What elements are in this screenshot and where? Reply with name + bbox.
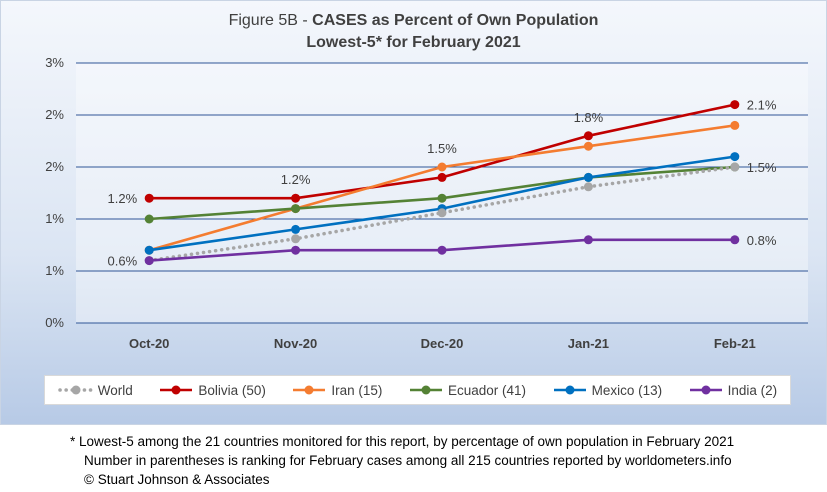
legend-label: Mexico (13) <box>591 382 663 398</box>
legend-item: India (2) <box>688 382 778 398</box>
data-point-iran <box>730 120 740 130</box>
y-tick-label: 2% <box>45 159 64 174</box>
legend-swatch-marker <box>71 385 81 395</box>
data-point-bolivia <box>437 172 447 182</box>
data-point-world <box>437 208 447 218</box>
chart-title: Figure 5B - CASES as Percent of Own Popu… <box>0 12 827 30</box>
legend-label: India (2) <box>727 382 778 398</box>
x-tick-label: Dec-20 <box>421 336 464 351</box>
data-point-bolivia <box>583 131 593 141</box>
data-label: 1.5% <box>427 141 457 156</box>
chart-title-prefix: Figure 5B - <box>228 12 313 29</box>
legend-swatch <box>409 385 442 395</box>
data-point-bolivia <box>144 193 154 203</box>
data-label: 2.1% <box>747 98 777 113</box>
footnote-line-2: Number in parentheses is ranking for Feb… <box>84 453 732 468</box>
x-tick-label: Nov-20 <box>274 336 317 351</box>
legend-item: World <box>58 383 133 398</box>
data-point-mexico <box>144 245 154 255</box>
legend-swatch <box>553 385 586 395</box>
plot-area: 0% 1% 1% 2% 2% 3% Oct-20 Nov-20 Dec-20 Jan-21 Feb-… <box>45 55 808 351</box>
data-label: 1.2% <box>281 172 311 187</box>
y-tick-label: 1% <box>45 263 64 278</box>
data-point-india <box>144 256 154 266</box>
footnotes: * Lowest-5 among the 21 countries monito… <box>70 432 820 489</box>
y-tick-label: 2% <box>45 107 64 122</box>
series-line-world <box>147 165 737 263</box>
data-point-india <box>583 235 593 245</box>
legend-item: Mexico (13) <box>552 382 663 398</box>
legend-swatch <box>293 385 326 395</box>
data-label: 0.8% <box>747 233 777 248</box>
y-tick-label: 3% <box>45 55 64 70</box>
legend-item: Bolivia (50) <box>158 383 266 398</box>
data-label: 1.2% <box>108 191 138 206</box>
chart-title-bold: CASES as Percent of Own Population <box>312 12 599 29</box>
data-point-world <box>583 182 593 192</box>
data-point-india <box>291 245 301 255</box>
data-point-india <box>730 235 740 245</box>
x-tick-label: Jan-21 <box>568 336 609 351</box>
legend-swatch <box>160 385 193 395</box>
legend-item: Ecuador (41) <box>408 383 526 398</box>
legend-swatch-marker <box>304 385 314 395</box>
legend-item: Iran (15) <box>291 383 382 398</box>
data-point-mexico <box>730 152 740 162</box>
legend-swatch-marker <box>565 385 575 395</box>
y-tick-label: 1% <box>45 211 64 226</box>
data-point-mexico <box>291 224 301 234</box>
legend-swatch <box>58 385 94 395</box>
legend-label: World <box>97 382 133 398</box>
footnote-line-3: © Stuart Johnson & Associates <box>84 472 270 487</box>
data-point-ecuador <box>437 193 447 203</box>
data-label: 1.8% <box>574 110 604 125</box>
x-tick-label: Feb-21 <box>714 336 756 351</box>
legend-swatch-marker <box>171 385 181 395</box>
chart-subtitle: Lowest-5* for February 2021 <box>306 34 521 51</box>
legend-label: Iran (15) <box>331 382 383 398</box>
data-point-india <box>437 245 447 255</box>
data-point-ecuador <box>291 204 301 214</box>
x-tick-label: Oct-20 <box>129 336 169 351</box>
plot-background <box>76 63 808 323</box>
footnote-line-1: * Lowest-5 among the 21 countries monito… <box>70 434 735 449</box>
legend-label: Bolivia (50) <box>198 382 266 398</box>
legend-label: Ecuador (41) <box>447 382 527 398</box>
legend: World Bolivia (50) Iran (15) Ecuador (41) Me… <box>44 375 791 405</box>
legend-swatch-marker <box>701 385 711 395</box>
data-label: 1.5% <box>747 160 777 175</box>
legend-swatch-marker <box>421 385 431 395</box>
data-point-mexico <box>583 172 593 182</box>
data-point-ecuador <box>144 214 154 224</box>
data-point-world <box>730 162 740 172</box>
data-point-bolivia <box>730 100 740 110</box>
data-point-bolivia <box>291 193 301 203</box>
data-point-iran <box>437 162 447 172</box>
data-point-world <box>291 234 301 244</box>
legend-swatch <box>689 385 722 395</box>
y-tick-label: 0% <box>45 315 64 330</box>
data-label: 0.6% <box>108 254 138 269</box>
data-point-iran <box>583 141 593 151</box>
